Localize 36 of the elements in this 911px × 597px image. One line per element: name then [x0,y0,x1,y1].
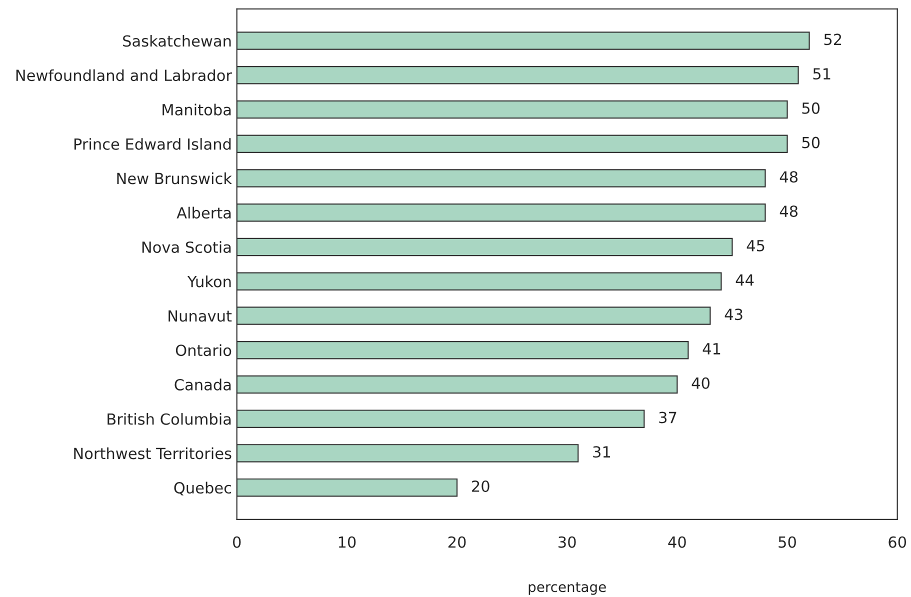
x-tick-label: 20 [448,536,466,548]
data-label: 44 [736,274,754,286]
y-tick-label: Prince Edward Island [74,138,231,150]
x-tick-label: 50 [778,536,796,548]
data-label: 20 [472,480,490,492]
data-label: 50 [802,102,820,114]
y-tick-label: Yukon [187,276,231,288]
x-tick-label: 10 [338,536,356,548]
y-tick-label: New Brunswick [117,172,232,184]
data-label: 48 [780,205,798,218]
x-axis-title: percentage [528,582,606,595]
x-tick-label: 30 [558,536,576,548]
y-tick-label: Nova Scotia [142,241,231,254]
data-label: 41 [702,343,720,354]
data-label: 40 [692,377,710,389]
data-label: 45 [746,240,764,252]
x-tick-label: 60 [888,536,906,548]
y-tick-label: Quebec [174,482,232,496]
y-tick-label: Manitoba [162,104,231,116]
data-label: 51 [813,68,830,80]
data-label: 52 [824,34,842,46]
data-label: 43 [724,308,742,320]
x-tick-label: 0 [233,536,241,548]
y-tick-label: Northwest Territories [74,447,232,460]
y-tick-label: Canada [174,378,231,390]
x-tick-label: 40 [668,536,686,548]
y-tick-label: Alberta [176,206,231,219]
data-label: 31 [593,446,610,458]
y-tick-label: Nunavut [168,310,232,322]
y-tick-label: Saskatchewan [123,34,231,47]
data-label: 37 [659,412,676,424]
data-label: 48 [780,171,798,183]
y-tick-label: Ontario [176,344,232,356]
y-tick-label: British Columbia [108,413,231,425]
data-label: 50 [802,136,820,148]
y-tick-label: Newfoundland and Labrador [16,69,232,82]
